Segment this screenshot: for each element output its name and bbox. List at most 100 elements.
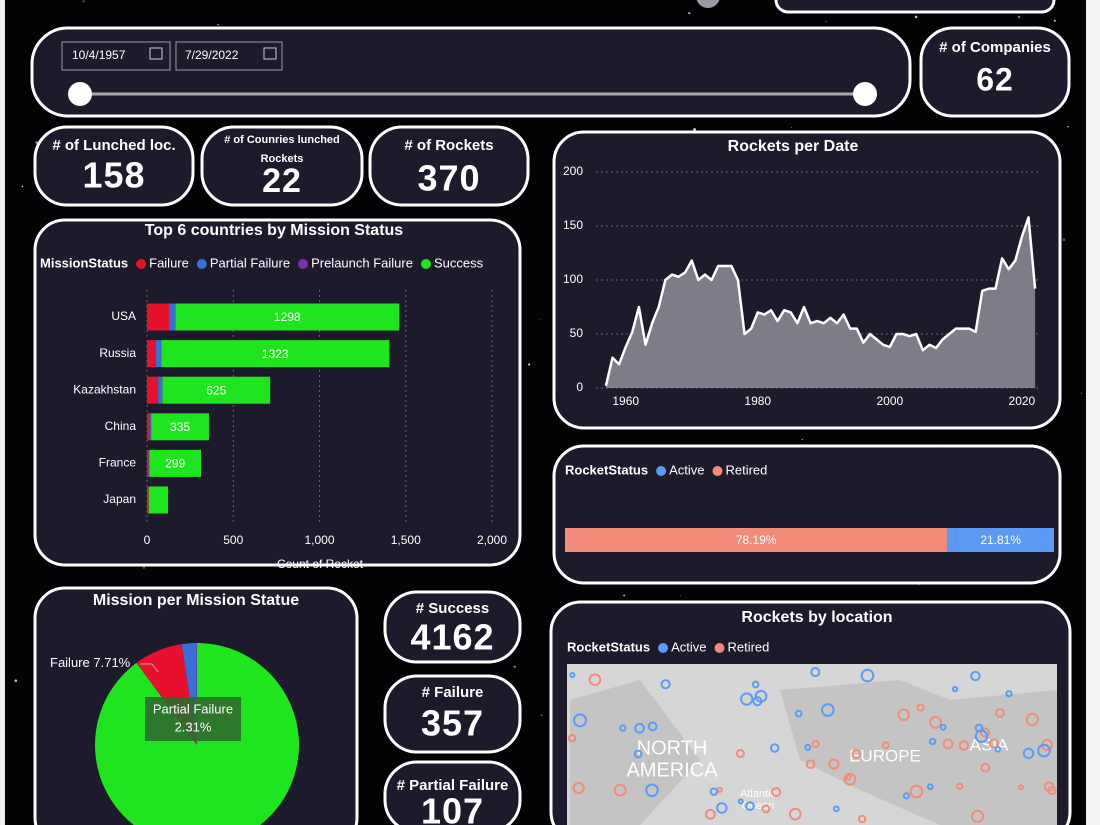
y-tick-label: 50 — [570, 326, 584, 340]
cards: # of Companies 62 # of Lunched loc.158 # of… — [33, 26, 1071, 825]
map-label: AMERICA — [626, 759, 718, 781]
location-dot — [1043, 781, 1055, 792]
card-label-box: # of Counries lunched Rockets — [224, 134, 340, 165]
left-edge — [0, 0, 5, 825]
star — [914, 15, 918, 19]
data-label: 21.81% — [980, 533, 1021, 547]
legend-swatch — [420, 259, 431, 269]
legend-label: Success — [434, 255, 484, 270]
cropped-panel — [774, 0, 1056, 14]
star — [679, 594, 681, 596]
card — [383, 590, 522, 664]
label-name: Failure — [50, 655, 90, 670]
line — [604, 216, 1037, 387]
location-dot — [1025, 712, 1039, 727]
bar-segment — [158, 376, 163, 404]
location-dot — [647, 721, 658, 732]
location-dot — [845, 774, 852, 781]
bar-segment — [148, 449, 150, 477]
star — [513, 665, 516, 668]
location-dot — [572, 781, 585, 795]
legend-swatch — [658, 643, 669, 653]
location-dot — [704, 808, 716, 820]
data-label: 1298 — [274, 310, 301, 324]
card-value: 22 — [262, 162, 302, 200]
slider-handle[interactable] — [68, 82, 92, 106]
calendar-icon[interactable] — [263, 47, 277, 60]
location-dot — [828, 758, 840, 770]
location-dot — [709, 787, 719, 796]
location-dot — [1017, 784, 1025, 791]
legend-label: Retired — [727, 639, 769, 654]
location-dot — [1022, 747, 1035, 760]
location-dot — [929, 715, 943, 729]
star — [527, 363, 531, 366]
chart-title: Mission per Mission Statue — [93, 592, 299, 609]
bar-segment — [947, 528, 1054, 552]
location-dot — [1037, 743, 1051, 758]
location-dot — [994, 745, 1002, 753]
right-edge — [1086, 0, 1100, 825]
location-dot — [769, 743, 780, 753]
slider-handle[interactable] — [853, 82, 877, 106]
data-label: 625 — [206, 383, 226, 397]
calendar-icon[interactable] — [149, 47, 163, 60]
location-dot — [633, 749, 643, 759]
bar-segment — [147, 486, 149, 514]
star — [791, 127, 793, 128]
y-tick-label: Russia — [99, 346, 136, 360]
legend-title: RocketStatus — [567, 639, 650, 654]
card — [383, 674, 522, 754]
legend-swatch — [298, 259, 309, 269]
location-dot — [988, 738, 999, 749]
y-tick-label: Japan — [103, 492, 136, 506]
charts: Top 6 countries by Mission Status Mission… — [40, 138, 1057, 825]
bar-segment — [162, 376, 271, 404]
chart-title: Rockets by location — [741, 609, 892, 626]
card-label: # of Counries lunched Rockets — [224, 134, 340, 165]
location-dot — [811, 739, 820, 748]
star — [1067, 125, 1069, 128]
x-axis-title: Count of Rocket — [277, 557, 364, 571]
card-value: 158 — [82, 155, 145, 196]
location-dot — [832, 805, 840, 813]
legend-label: Retired — [725, 462, 767, 477]
star — [539, 318, 540, 320]
star — [540, 714, 543, 717]
data-label: 335 — [170, 420, 190, 434]
star — [1080, 392, 1083, 394]
x-tick-label: 2020 — [1009, 394, 1036, 408]
card — [919, 26, 1071, 118]
location-dot — [942, 738, 954, 750]
data-label: 299 — [165, 457, 185, 471]
location-dot — [740, 692, 754, 706]
x-tick-label: 1,500 — [391, 533, 421, 547]
card — [33, 125, 195, 207]
location-dot — [860, 668, 875, 683]
bar-segment — [149, 449, 201, 477]
star — [82, 0, 85, 3]
end-date-box[interactable] — [175, 41, 283, 71]
legend-label: Partial Failure — [210, 255, 290, 270]
y-tick-label: USA — [111, 309, 136, 323]
x-tick-label: 2000 — [876, 394, 903, 408]
y-tick-label: 0 — [576, 380, 583, 394]
star — [21, 185, 24, 188]
data-label: 78.19% — [736, 533, 777, 547]
card — [368, 125, 530, 207]
location-dot — [745, 801, 755, 812]
location-dot — [909, 784, 924, 799]
start-date-box[interactable] — [61, 41, 171, 71]
bar-segment — [565, 528, 948, 552]
chart-title: Top 6 countries by Mission Status — [145, 222, 404, 239]
data-label: Partial Failure — [153, 701, 233, 716]
location-dot — [573, 713, 587, 728]
x-tick-label: 1,000 — [304, 533, 334, 547]
card-label: # of Companies — [939, 39, 1051, 56]
location-dot — [843, 772, 857, 786]
location-dot — [619, 724, 627, 732]
location-dot — [737, 798, 744, 805]
bar-segment — [147, 303, 170, 331]
legend-label: Active — [671, 639, 706, 654]
location-dot — [970, 670, 981, 682]
